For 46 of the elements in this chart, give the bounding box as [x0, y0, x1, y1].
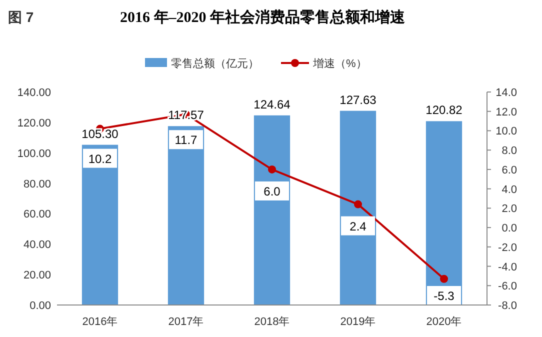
caption: 图 7 — [8, 9, 34, 25]
data-label: 6.0 — [264, 184, 281, 198]
point — [354, 200, 362, 208]
y-tick-label: 40.00 — [23, 239, 51, 252]
y2-tick-label: -2.0 — [498, 242, 517, 254]
y-tick-label: 20.00 — [23, 270, 51, 282]
x-tick-label: 2016年 — [82, 316, 118, 328]
x-tick-label: 2020年 — [426, 316, 462, 328]
y-tick-label: 80.00 — [23, 178, 51, 190]
y2-tick-label: -6.0 — [498, 280, 517, 293]
x-tick-label: 2017年 — [168, 316, 204, 328]
point — [440, 274, 448, 283]
y2-tick-label: 14.0 — [496, 87, 517, 99]
bar — [82, 144, 118, 305]
bar — [426, 121, 462, 305]
data-label: 124.64 — [254, 97, 291, 112]
y-tick-label: 60.00 — [23, 208, 51, 221]
y2-tick-label: 12.0 — [496, 106, 517, 118]
data-label: 2.4 — [350, 219, 367, 234]
x-tick-label: 2019年 — [340, 316, 376, 328]
data-label: 11.7 — [174, 133, 198, 148]
y2-tick-label: -4.0 — [498, 261, 517, 274]
data-label: -5.3 — [434, 289, 455, 303]
y2-tick-label: 0.0 — [502, 222, 517, 235]
legend-label: 零售总额（亿元） — [171, 57, 259, 70]
y2-tick-label: 10.0 — [496, 126, 517, 138]
data-label: 105.30 — [82, 126, 119, 141]
y2-tick-label: 2.0 — [502, 203, 517, 216]
data-label: 127.63 — [340, 92, 377, 107]
legend-label: 增速（%） — [312, 57, 367, 70]
point — [268, 165, 276, 174]
bar — [254, 115, 290, 305]
y2-tick-label: 8.0 — [502, 145, 517, 158]
y2-tick-label: -8.0 — [498, 300, 517, 312]
y2-tick-label: 4.0 — [502, 184, 517, 196]
data-label: 120.82 — [426, 103, 463, 118]
bar — [340, 110, 376, 305]
chart-title: 2016 年–2020 年社会消费品零售总额和增速 — [120, 8, 406, 26]
bar — [168, 126, 204, 305]
x-tick-label: 2018年 — [254, 316, 290, 328]
y-tick-label: 0.00 — [30, 300, 51, 312]
data-label: 10.2 — [88, 152, 112, 166]
y2-tick-label: 6.0 — [502, 164, 517, 176]
y-tick-label: 140.00 — [17, 87, 51, 99]
y-tick-label: 100.00 — [17, 148, 51, 160]
y-tick-label: 120.00 — [17, 117, 51, 130]
